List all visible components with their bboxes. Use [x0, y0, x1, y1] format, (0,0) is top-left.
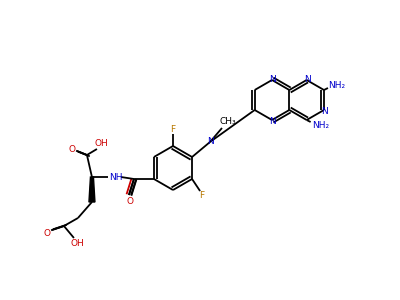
Text: N: N: [269, 76, 275, 85]
Text: NH₂: NH₂: [328, 82, 346, 91]
Text: O: O: [44, 229, 50, 238]
Polygon shape: [89, 177, 95, 202]
Text: NH₂: NH₂: [312, 121, 329, 130]
Text: O: O: [68, 145, 76, 154]
Text: N: N: [207, 137, 213, 146]
Text: CH₃: CH₃: [220, 118, 236, 127]
Text: F: F: [200, 191, 205, 200]
Text: O: O: [126, 197, 134, 206]
Text: OH: OH: [94, 139, 108, 148]
Text: N: N: [269, 116, 275, 125]
Text: F: F: [170, 124, 176, 134]
Text: N: N: [304, 76, 311, 85]
Text: NH: NH: [109, 172, 123, 182]
Text: N: N: [322, 106, 328, 116]
Text: OH: OH: [70, 238, 84, 247]
